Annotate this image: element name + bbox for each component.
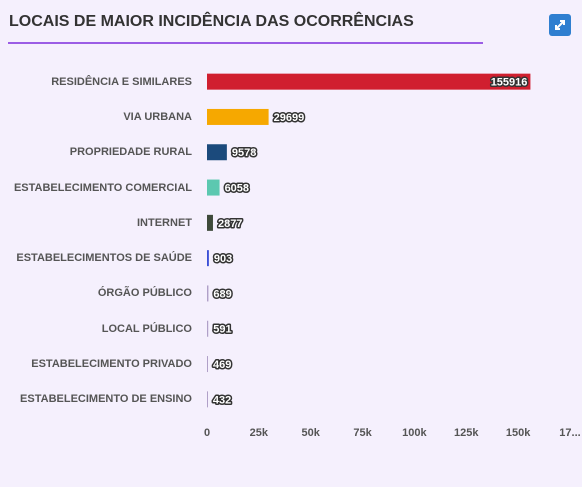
bar xyxy=(207,285,209,302)
value-label: 469 xyxy=(213,359,231,371)
bar xyxy=(207,108,269,125)
x-tick-label: 50k xyxy=(302,427,321,439)
value-label: 29699 xyxy=(274,112,305,124)
bar xyxy=(207,214,213,231)
category-label: ESTABELECIMENTOS DE SAÚDE xyxy=(16,252,192,265)
bar xyxy=(207,250,209,267)
value-label: 155916 xyxy=(491,77,528,89)
value-label: 903 xyxy=(214,253,232,265)
category-label: ESTABELECIMENTO COMERCIAL xyxy=(13,181,192,194)
bar xyxy=(207,179,220,196)
chart-title: LOCAIS DE MAIOR INCIDÊNCIA DAS OCORRÊNCI… xyxy=(9,13,414,30)
expand-button[interactable] xyxy=(549,14,571,36)
value-label: 689 xyxy=(213,288,231,300)
value-label: 432 xyxy=(213,394,231,406)
x-tick-label: 150k xyxy=(506,427,531,439)
category-label: PROPRIEDADE RURAL xyxy=(69,146,192,159)
bar xyxy=(207,73,531,90)
expand-icon xyxy=(555,20,565,30)
x-tick-label: 17... xyxy=(559,427,580,439)
category-label: LOCAL PÚBLICO xyxy=(101,322,192,335)
category-label: INTERNET xyxy=(137,216,192,229)
title-underline xyxy=(8,42,483,44)
x-tick-label: 25k xyxy=(250,427,269,439)
category-label: RESIDÊNCIA E SIMILARES xyxy=(51,75,192,88)
category-label: ÓRGÃO PÚBLICO xyxy=(97,287,192,300)
bar xyxy=(207,391,208,408)
category-label: VIA URBANA xyxy=(123,110,192,123)
x-tick-label: 125k xyxy=(454,427,479,439)
x-tick-label: 75k xyxy=(353,427,372,439)
x-tick-label: 0 xyxy=(204,427,210,439)
value-label: 2877 xyxy=(218,218,242,230)
x-tick-label: 100k xyxy=(402,427,427,439)
value-label: 6058 xyxy=(225,182,249,194)
bar xyxy=(207,144,227,161)
bar xyxy=(207,356,208,373)
bar xyxy=(207,320,209,337)
category-label: ESTABELECIMENTO PRIVADO xyxy=(31,358,192,371)
value-label: 9578 xyxy=(232,147,256,159)
category-label: ESTABELECIMENTO DE ENSINO xyxy=(20,393,192,406)
value-label: 591 xyxy=(213,324,231,336)
